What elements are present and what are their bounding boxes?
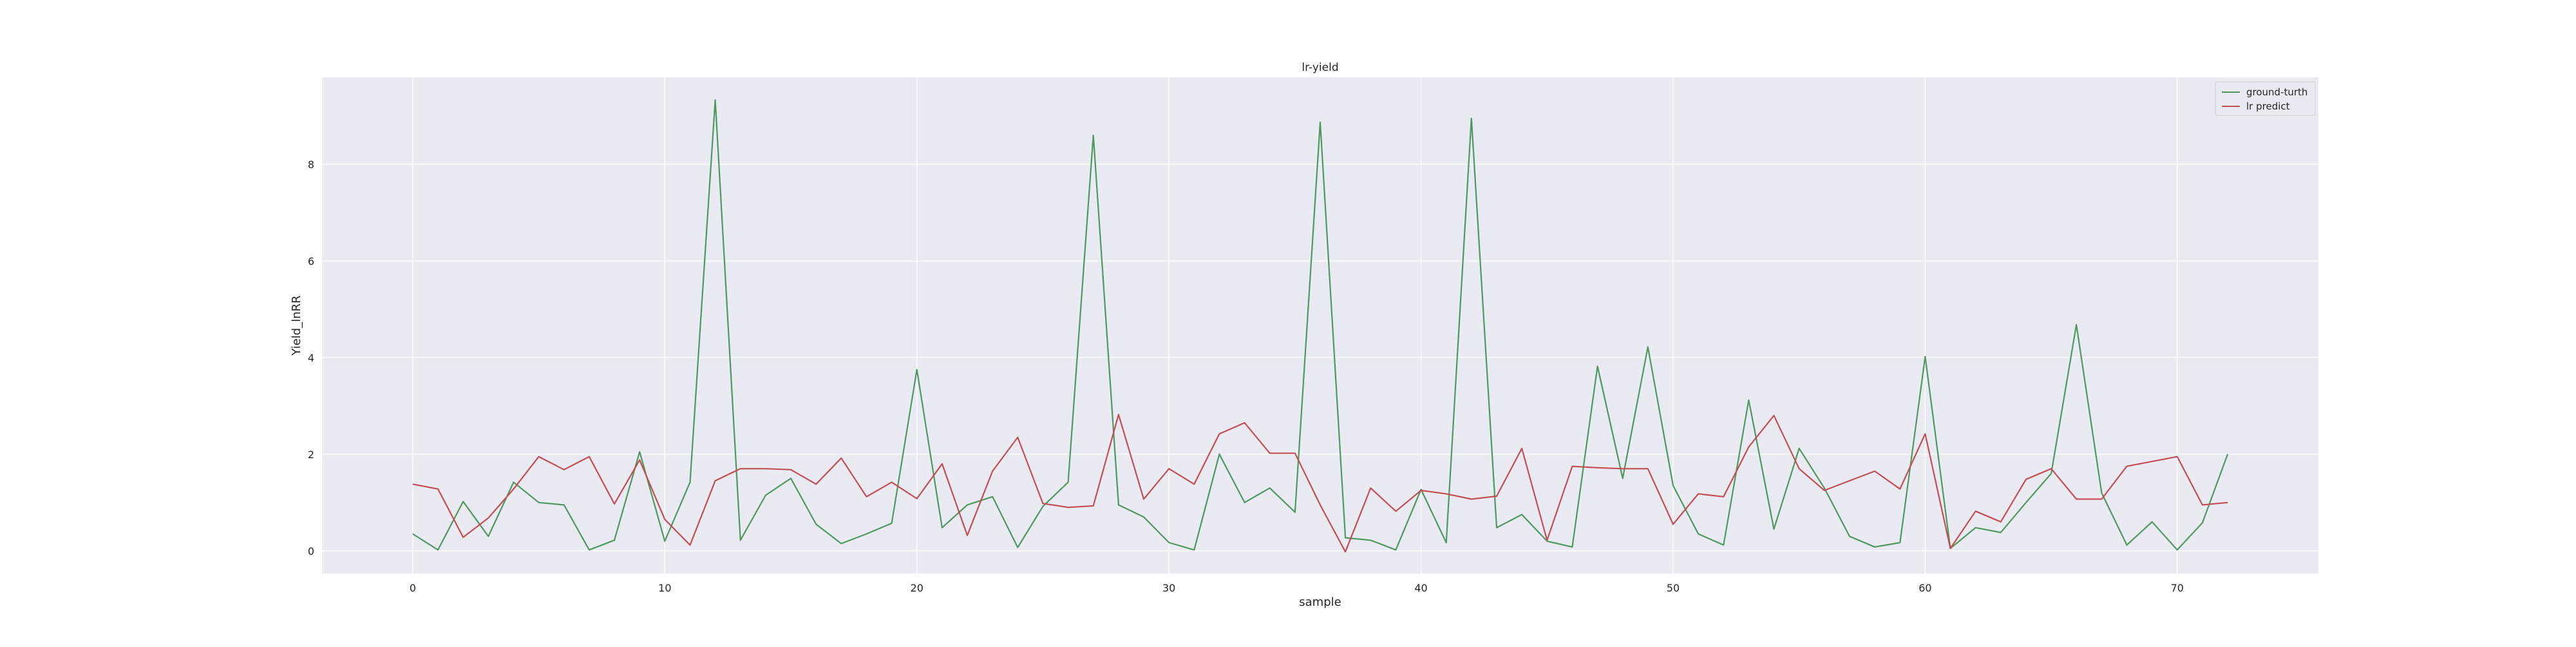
x-tick-label: 10 [658, 582, 671, 594]
legend-label-ground-turth: ground-turth [2246, 86, 2307, 98]
x-tick-label: 50 [1667, 582, 1680, 594]
y-axis-label: Yield_lnRR [290, 295, 303, 356]
chart-title: lr-yield [1302, 61, 1338, 74]
y-tick-label: 0 [308, 545, 314, 557]
y-tick-label: 2 [308, 449, 314, 461]
plot-background [322, 77, 2318, 574]
legend-label-lr-predict: lr predict [2246, 101, 2290, 112]
x-tick-label: 20 [911, 582, 923, 594]
series-lines [412, 99, 2229, 553]
x-tick-label: 60 [1918, 582, 1931, 594]
x-tick-label: 70 [2171, 582, 2184, 594]
legend-box [2215, 81, 2316, 116]
x-tick-label: 30 [1162, 582, 1175, 594]
x-tick-label: 0 [410, 582, 416, 594]
legend: ground-turth lr predict [2215, 81, 2316, 116]
y-tick-label: 6 [308, 255, 314, 267]
tick-labels: 0 10 20 30 40 50 60 70 0 2 4 6 8 [308, 159, 2184, 594]
x-tick-label: 40 [1414, 582, 1427, 594]
y-tick-label: 8 [308, 159, 314, 171]
y-tick-label: 4 [308, 352, 314, 364]
series-line-lr-predict [412, 414, 2228, 553]
grid [322, 77, 2318, 574]
x-axis-label: sample [1299, 595, 1341, 609]
series-line-ground-turth [412, 99, 2229, 551]
